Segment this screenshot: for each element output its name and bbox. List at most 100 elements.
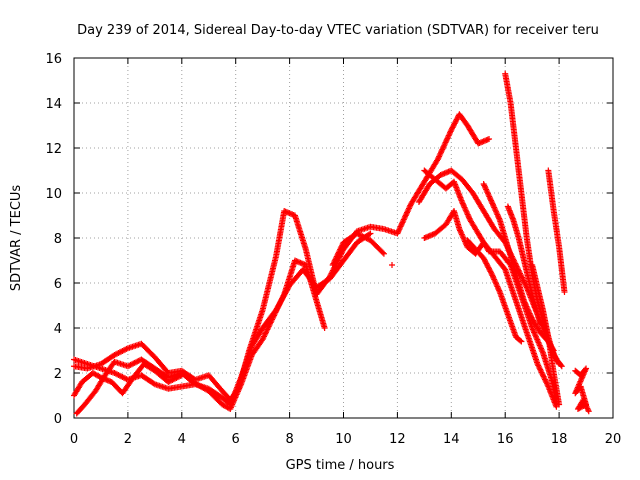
- data-point: [517, 337, 524, 344]
- data-point: [353, 230, 360, 237]
- data-point: [459, 200, 466, 207]
- data-point: [451, 120, 458, 127]
- data-point: [123, 345, 130, 352]
- data-point: [490, 275, 497, 282]
- data-point: [112, 351, 119, 358]
- data-point: [165, 379, 172, 385]
- data-point: [438, 149, 445, 156]
- data-point: [128, 361, 135, 368]
- x-tick-label: 16: [497, 432, 514, 447]
- data-point: [169, 376, 176, 383]
- data-point: [486, 194, 493, 201]
- data-point: [460, 234, 467, 241]
- data-point: [481, 257, 488, 264]
- data-point: [402, 213, 409, 220]
- data-point: [452, 119, 459, 126]
- data-point: [112, 370, 119, 377]
- data-point: [481, 256, 488, 263]
- data-point: [526, 310, 533, 317]
- data-point: [489, 272, 496, 279]
- data-point: [483, 187, 490, 194]
- data-point: [118, 348, 125, 355]
- data-point: [494, 211, 501, 218]
- data-points: [71, 70, 592, 417]
- series-track-12: [504, 203, 544, 327]
- data-point: [122, 375, 129, 382]
- data-point: [389, 262, 396, 268]
- data-point: [122, 346, 129, 353]
- data-point: [484, 189, 491, 196]
- data-point: [444, 135, 451, 142]
- x-tick-label: 10: [335, 432, 352, 447]
- data-point: [130, 360, 137, 367]
- data-point: [459, 199, 466, 205]
- data-point: [441, 142, 448, 149]
- data-point: [488, 199, 495, 205]
- data-point: [524, 304, 531, 311]
- data-point: [457, 228, 464, 235]
- data-point: [441, 140, 448, 147]
- data-point: [398, 222, 405, 229]
- data-point: [358, 232, 365, 239]
- x-tick-label: 0: [70, 432, 78, 447]
- data-point: [458, 230, 465, 237]
- data-point: [116, 349, 123, 356]
- data-point: [485, 264, 492, 271]
- data-point: [367, 230, 374, 237]
- data-point: [492, 279, 499, 286]
- series-track-8: [421, 208, 560, 410]
- y-tick-label: 4: [54, 322, 62, 337]
- series-track-14: [545, 167, 568, 295]
- data-point: [489, 201, 496, 208]
- x-tick-label: 18: [551, 432, 568, 447]
- data-point: [460, 235, 467, 242]
- data-point: [360, 233, 367, 240]
- y-tick-labels: 0 2 4 6 8 10 12 14 16: [45, 52, 62, 427]
- data-point: [493, 280, 500, 287]
- data-point: [400, 217, 407, 224]
- data-point: [116, 372, 123, 379]
- data-point: [493, 208, 500, 215]
- data-point: [490, 203, 497, 210]
- data-point: [496, 287, 503, 294]
- data-point: [364, 235, 371, 242]
- data-point: [523, 303, 530, 310]
- data-point: [96, 373, 103, 380]
- data-point: [460, 203, 467, 210]
- data-point: [457, 227, 464, 234]
- y-tick-label: 16: [45, 52, 62, 67]
- data-point: [484, 190, 491, 197]
- y-tick-label: 14: [45, 97, 62, 112]
- y-axis-label: SDTVAR / TECUs: [9, 185, 24, 292]
- data-point: [380, 250, 387, 257]
- data-point: [448, 127, 455, 133]
- data-point: [460, 201, 467, 208]
- x-tick-label: 12: [389, 432, 406, 447]
- data-point: [366, 231, 373, 238]
- data-point: [525, 307, 532, 314]
- y-tick-label: 8: [54, 232, 62, 247]
- data-point: [489, 200, 496, 207]
- data-point: [453, 116, 460, 123]
- data-point: [556, 401, 563, 408]
- y-tick-label: 2: [54, 367, 62, 382]
- data-point: [492, 207, 499, 214]
- series-track-10: [464, 237, 525, 345]
- data-point: [491, 277, 498, 284]
- data-point: [462, 205, 469, 212]
- data-point: [555, 359, 562, 366]
- data-point: [453, 117, 460, 124]
- data-point: [118, 373, 125, 380]
- data-point: [483, 186, 490, 193]
- data-point: [111, 352, 118, 358]
- data-point: [150, 380, 157, 387]
- data-point: [362, 234, 369, 241]
- data-point: [434, 156, 441, 163]
- data-point: [403, 211, 410, 217]
- data-point: [493, 210, 500, 217]
- data-point: [491, 204, 498, 211]
- data-point: [406, 204, 413, 211]
- series-track-2: [71, 111, 493, 403]
- data-point: [442, 139, 449, 146]
- data-point: [483, 260, 490, 267]
